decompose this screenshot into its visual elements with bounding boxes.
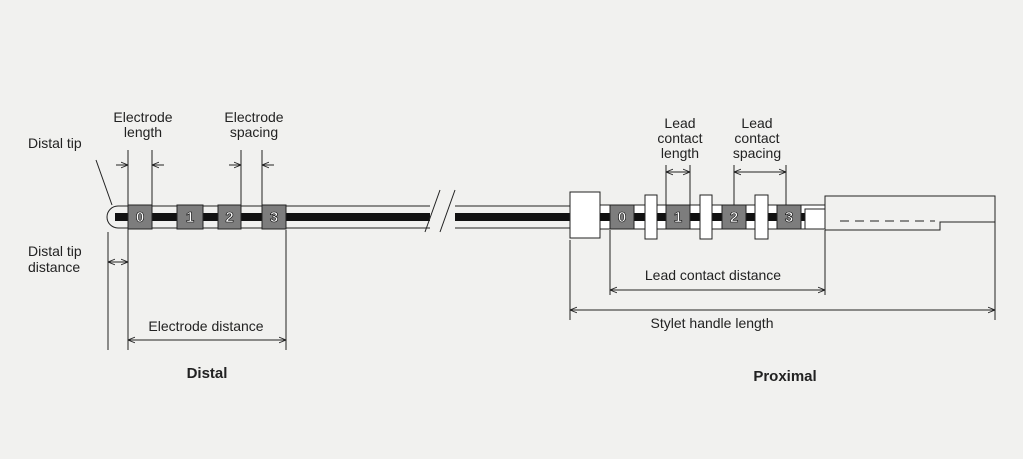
electrode-number: 0 xyxy=(136,209,144,226)
label: Stylet handle length xyxy=(651,315,774,331)
label: length xyxy=(661,145,699,161)
electrode xyxy=(127,204,153,230)
label: Electrode distance xyxy=(148,318,263,334)
dimensions xyxy=(95,150,996,350)
label: length xyxy=(124,124,162,140)
electrode-number: 1 xyxy=(186,209,194,226)
section-label: Proximal xyxy=(753,368,816,385)
label: Distal tip xyxy=(28,243,82,259)
contact-number: 1 xyxy=(674,209,682,226)
label: Lead contact distance xyxy=(645,267,781,283)
label: Electrode xyxy=(113,109,172,125)
label: contact xyxy=(657,130,702,146)
electrode xyxy=(261,204,287,230)
label: Electrode xyxy=(224,109,283,125)
electrode xyxy=(176,204,204,230)
contact xyxy=(776,204,802,230)
contact-number: 2 xyxy=(730,209,738,226)
label: contact xyxy=(734,130,779,146)
electrodes: 0 1 2 3 0 1 2 3 xyxy=(127,204,802,230)
electrode xyxy=(217,204,242,230)
contact xyxy=(721,204,747,230)
electrode-number: 3 xyxy=(270,209,278,226)
label: spacing xyxy=(230,124,278,140)
contact xyxy=(665,204,691,230)
contact xyxy=(609,204,635,230)
label: spacing xyxy=(733,145,781,161)
contact-number: 3 xyxy=(785,209,793,226)
label: distance xyxy=(28,259,80,275)
label: Distal tip xyxy=(28,135,82,151)
proximal-lead xyxy=(569,191,996,240)
label: Lead xyxy=(664,115,695,131)
label: Lead xyxy=(741,115,772,131)
section-label: Distal xyxy=(187,365,228,382)
electrode-number: 2 xyxy=(225,209,233,226)
contact-number: 0 xyxy=(618,209,626,226)
